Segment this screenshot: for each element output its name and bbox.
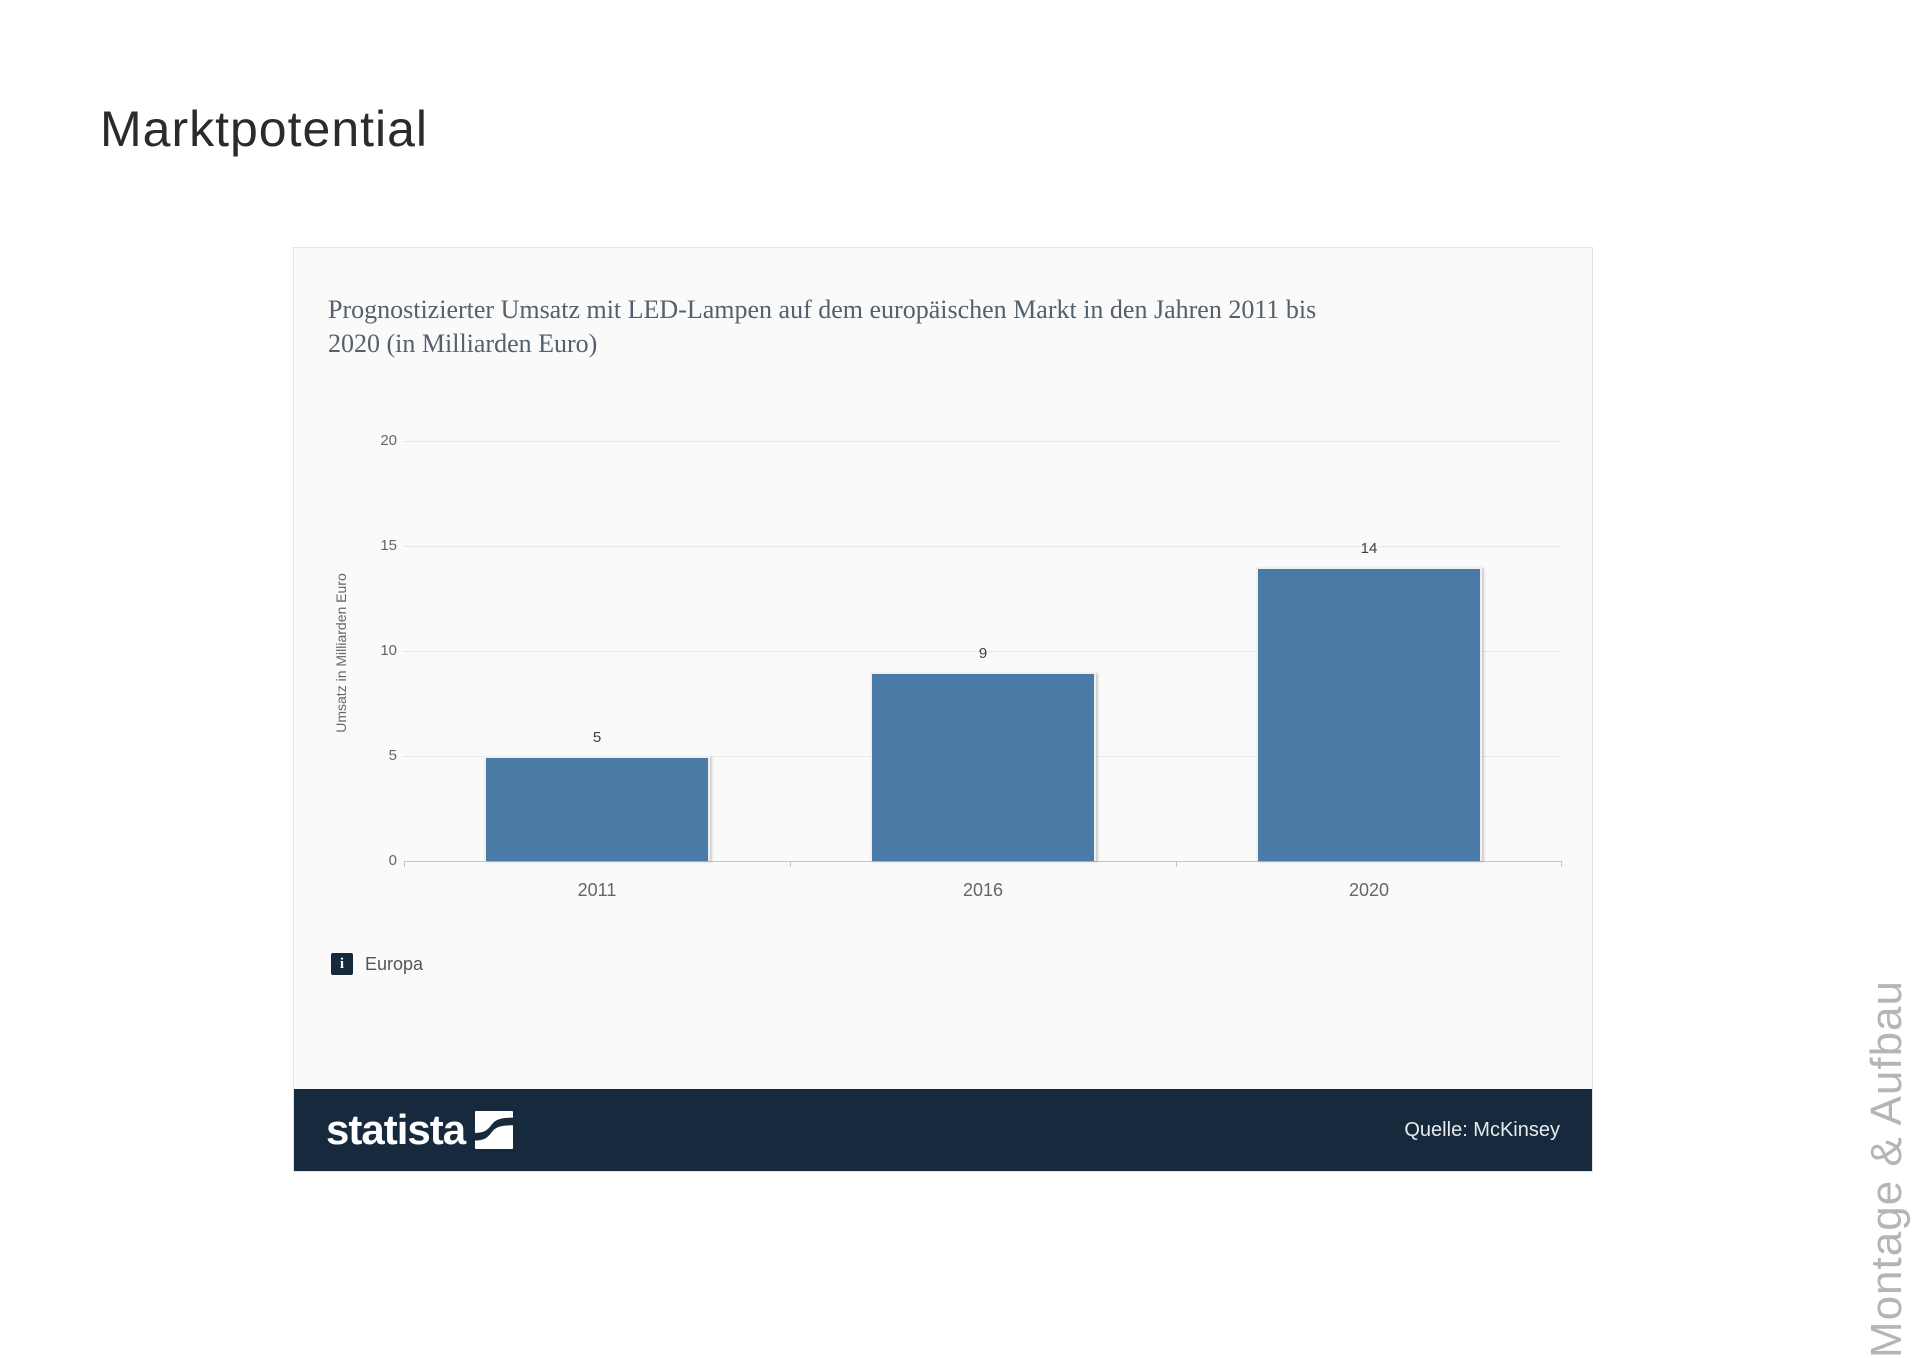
legend: i Europa bbox=[331, 953, 423, 975]
side-note: Montage & Aufbau bbox=[1862, 979, 1911, 1358]
x-axis-category-label: 2011 bbox=[577, 880, 617, 900]
bar bbox=[484, 756, 710, 861]
bar-slot: 5 2011 bbox=[404, 441, 790, 900]
statista-chart-card: Prognostizierter Umsatz mit LED-Lampen a… bbox=[293, 247, 1593, 1172]
info-icon[interactable]: i bbox=[331, 953, 353, 975]
x-axis-category-label: 2020 bbox=[1348, 880, 1390, 900]
y-tick-label: 0 bbox=[388, 852, 397, 869]
x-axis-category-label: 2016 bbox=[962, 880, 1004, 900]
statista-logo: statista bbox=[326, 1106, 514, 1154]
y-tick-label: 15 bbox=[380, 537, 397, 554]
bar-slot: 9 2016 bbox=[790, 441, 1176, 900]
x-axis-tick bbox=[1176, 861, 1177, 867]
bar-value-label: 9 bbox=[978, 645, 988, 662]
bar-value-label: 5 bbox=[592, 729, 602, 746]
statista-logo-icon bbox=[475, 1111, 514, 1149]
bar-slot: 14 2020 bbox=[1176, 441, 1562, 900]
gridline bbox=[404, 441, 1562, 442]
plot-area: 5 2011 9 2016 14 2020 bbox=[404, 441, 1562, 900]
x-axis-tick bbox=[790, 861, 791, 867]
source-label: Quelle: McKinsey bbox=[1404, 1118, 1560, 1141]
legend-label: Europa bbox=[365, 953, 424, 974]
bar bbox=[870, 672, 1096, 861]
bar bbox=[1256, 567, 1482, 861]
gridline bbox=[404, 651, 1562, 652]
y-axis-label: Umsatz in Milliarden Euro bbox=[333, 573, 349, 733]
statista-wordmark: statista bbox=[326, 1106, 466, 1153]
x-axis-tick bbox=[404, 861, 405, 867]
bar-value-label: 14 bbox=[1360, 540, 1378, 557]
footer-bar: statista Quelle: McKinsey bbox=[294, 1089, 1592, 1171]
x-axis-tick bbox=[1561, 861, 1562, 867]
page-title: Marktpotential bbox=[100, 101, 429, 157]
x-axis-line bbox=[404, 861, 1562, 862]
y-tick-label: 10 bbox=[380, 642, 397, 659]
gridline bbox=[404, 546, 1562, 547]
chart-title: Prognostizierter Umsatz mit LED-Lampen a… bbox=[328, 295, 1317, 358]
y-tick-label: 5 bbox=[388, 747, 397, 764]
y-tick-label: 20 bbox=[380, 432, 397, 449]
